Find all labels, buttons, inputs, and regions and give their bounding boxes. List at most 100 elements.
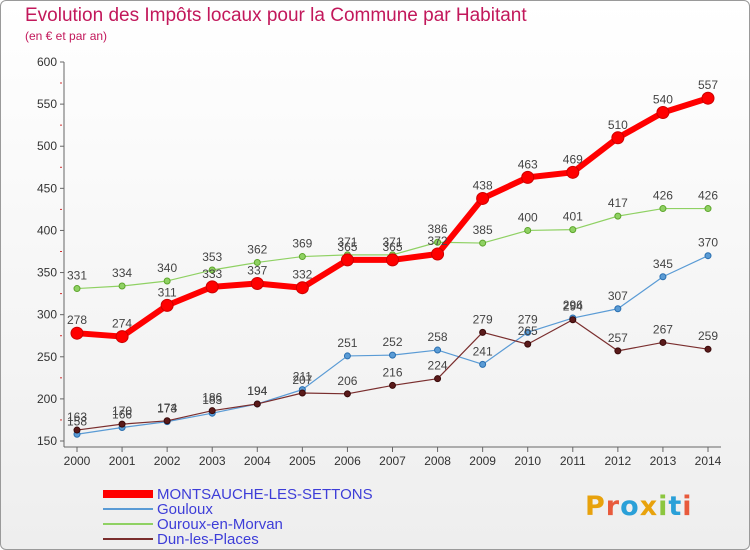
legend-item-series-3: Dun-les-Places [103,530,259,548]
x-tick-label: 2005 [289,454,316,468]
x-tick-label: 2001 [109,454,136,468]
data-label: 163 [67,410,87,424]
data-label: 278 [67,313,87,327]
data-point [118,282,126,290]
legend-item-series-0: MONTSAUCHE-LES-SETTONS [103,485,373,503]
brand-letter: t [668,491,683,522]
data-label: 362 [247,242,267,256]
data-point [434,238,442,246]
data-label: 294 [563,300,583,314]
data-label: 206 [337,374,357,388]
data-point [208,266,216,274]
data-label: 194 [247,384,267,398]
data-label: 252 [382,335,402,349]
data-label: 186 [202,391,222,405]
data-label: 371 [382,235,402,249]
data-label: 333 [202,267,222,281]
y-tick-label: 450 [37,181,57,195]
data-label: 211 [293,370,312,384]
data-point [704,252,712,260]
data-point [73,285,81,293]
data-label: 365 [382,240,402,254]
data-label: 216 [382,365,402,379]
data-label: 173 [157,402,177,416]
y-tick-label: 600 [37,55,57,69]
data-point [295,281,309,295]
data-point [701,91,715,105]
y-tick-label: 200 [37,392,57,406]
data-point [163,417,171,425]
data-point [389,381,396,389]
data-label: 274 [112,317,132,331]
data-point [659,205,667,213]
x-tick-label: 2014 [695,454,722,468]
x-tick-label: 2003 [199,454,226,468]
data-label: 251 [337,336,357,350]
data-label: 365 [337,240,357,254]
brand-letter: i [682,491,693,522]
data-label: 174 [157,401,177,415]
data-label: 241 [473,344,493,358]
data-label: 540 [653,93,673,107]
y-tick-label: 150 [37,434,57,448]
data-label: 166 [112,408,132,422]
y-tick-label: 400 [37,223,57,237]
data-point [476,191,490,205]
legend-swatch-series-1 [103,508,153,510]
data-point [659,273,667,281]
data-label: 370 [698,236,718,250]
x-tick-label: 2009 [469,454,496,468]
data-point [431,247,445,261]
data-point [614,212,622,220]
data-label: 207 [292,373,312,387]
axes: 150 200 250 300 350 400 450 500 550 600 2000 2001 20… [37,55,722,468]
data-label: 372 [428,234,448,248]
brand-letter: P [585,491,606,522]
data-point [566,165,580,179]
chart-title: Evolution des Impôts locaux pour la Comm… [25,5,527,26]
data-point [208,407,216,415]
data-label: 401 [563,210,583,224]
data-point [614,305,622,313]
data-label: 311 [158,285,177,299]
legend-label-series-3: Dun-les-Places [157,530,259,548]
data-point [73,426,81,434]
data-point [479,239,487,247]
data-point [704,205,712,213]
x-tick-label: 2013 [650,454,677,468]
data-label: 332 [292,268,312,282]
legend-item-series-2: Ouroux-en-Morvan [103,515,283,533]
legend-label-series-1: Gouloux [157,500,213,518]
y-tick-label: 350 [37,266,57,280]
data-point [521,170,535,184]
data-label: 438 [473,178,493,192]
legend-label-series-2: Ouroux-en-Morvan [157,515,283,533]
legend-label-series-0: MONTSAUCHE-LES-SETTONS [157,485,373,503]
chart-subtitle: (en € et par an) [25,29,108,43]
data-label: 257 [608,331,628,345]
data-label: 417 [608,196,628,210]
data-point [160,298,174,312]
brand-letter: o [620,491,640,522]
data-point [163,277,171,285]
data-point [524,328,532,336]
data-label: 296 [563,298,583,312]
data-label: 510 [608,118,628,132]
data-point [118,420,126,428]
data-label: 385 [473,223,493,237]
x-tick-label: 2007 [379,454,406,468]
data-label: 369 [292,237,312,251]
legend-item-series-1: Gouloux [103,500,213,518]
data-label: 426 [653,189,673,203]
x-tick-label: 2004 [244,454,271,468]
data-point [656,106,670,120]
data-point [253,258,261,266]
data-point [389,351,396,359]
data-point [524,226,532,234]
data-label: 224 [428,359,448,373]
data-point [298,253,306,261]
data-point [704,345,712,353]
x-tick-label: 2000 [64,454,91,468]
data-label: 267 [653,322,673,336]
